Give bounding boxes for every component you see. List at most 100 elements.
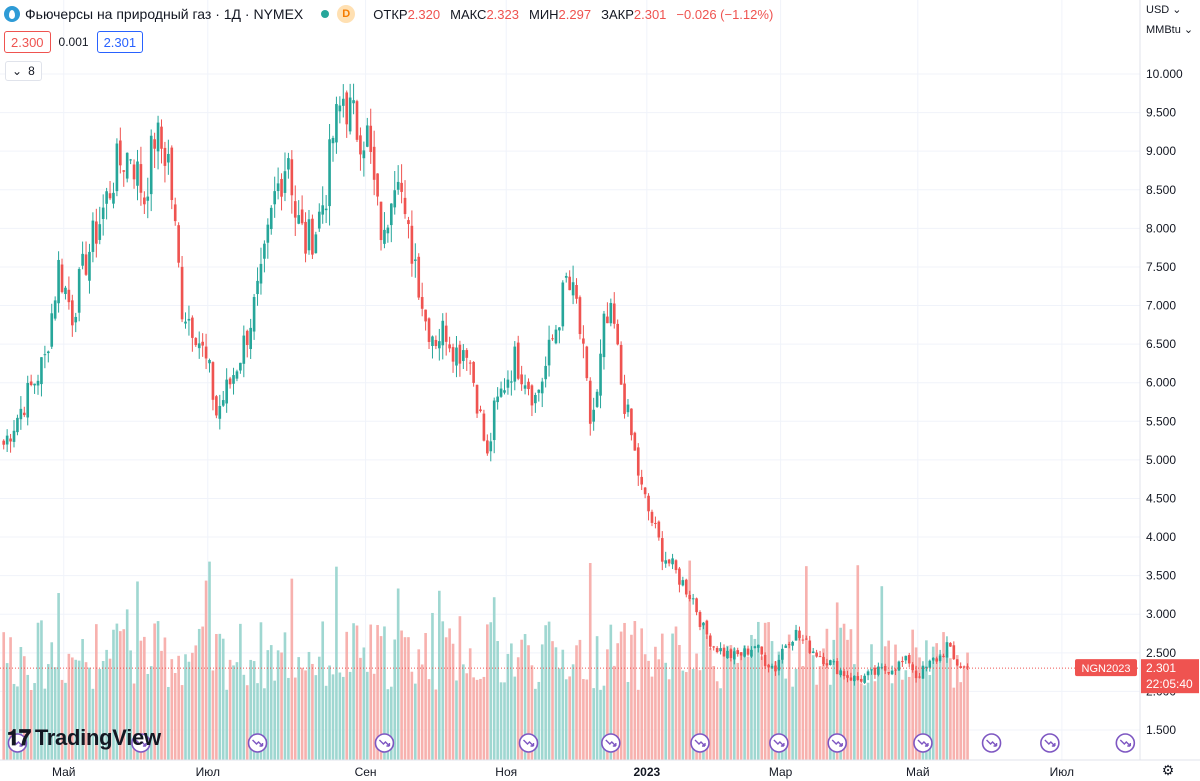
volume-bar [287, 677, 290, 760]
volume-bar [215, 634, 218, 760]
volume-bar [376, 625, 379, 760]
volume-bar [197, 628, 201, 760]
candle-body [523, 385, 527, 389]
candle-body [187, 318, 191, 321]
candle-body [211, 362, 215, 400]
candle-body [475, 384, 479, 414]
indicators-toggle-button[interactable]: ⌄ 8 [5, 61, 42, 81]
candle-body [808, 640, 812, 654]
event-marker-icon[interactable] [981, 733, 1002, 753]
candle-body [534, 394, 537, 404]
candle-body [143, 197, 146, 205]
volume-bar [815, 684, 818, 760]
volume-bar [921, 667, 925, 760]
volume-bar [945, 649, 949, 760]
volume-bar [599, 689, 602, 760]
volume-bar [444, 637, 448, 760]
candle-body [715, 648, 719, 653]
trend-arrow-icon [773, 739, 785, 747]
volume-bar [81, 639, 84, 760]
volume-bar [510, 643, 513, 760]
candle-body [197, 343, 201, 349]
candle-body [870, 669, 873, 671]
event-marker-icon[interactable] [247, 733, 268, 753]
volume-bar [290, 578, 294, 760]
candle-body [129, 159, 132, 161]
volume-bar [757, 621, 760, 760]
volume-bar [636, 689, 640, 760]
candle-body [551, 338, 554, 340]
unit-selector[interactable]: MMBtu ⌄ [1146, 24, 1194, 36]
candle-body [317, 211, 321, 229]
candle-body [167, 153, 170, 163]
event-marker-icon[interactable] [690, 733, 710, 753]
volume-bar [266, 650, 270, 760]
volume-bar [492, 597, 496, 760]
candle-body [376, 173, 379, 197]
event-marker-icon[interactable] [131, 733, 151, 753]
event-marker-icon[interactable] [374, 733, 395, 753]
buy-button[interactable]: 2.301 [96, 31, 144, 53]
chevron-down-icon: ⌄ [1183, 24, 1194, 36]
volume-bar [60, 679, 64, 760]
candle-body [95, 221, 98, 244]
event-marker-icon[interactable] [1115, 733, 1136, 753]
volume-bar [331, 674, 335, 760]
volume-bar [177, 655, 180, 760]
volume-bar [746, 656, 750, 760]
symbol-title[interactable]: Фьючерсы на природный газ · 1Д · NYMEX [25, 6, 304, 22]
volume-bar [53, 667, 57, 760]
volume-bar [242, 674, 246, 760]
candle-body [232, 375, 235, 384]
candle-body [386, 227, 390, 234]
candle-body [599, 353, 602, 396]
spread-value: 0.001 [58, 35, 89, 49]
candle-body [863, 675, 866, 683]
y-tick-label: 9.500 [1146, 106, 1176, 120]
candle-body [74, 316, 78, 323]
candle-body [753, 646, 757, 649]
volume-bar [537, 681, 541, 760]
currency-selector[interactable]: USD ⌄ [1146, 4, 1182, 16]
candle-body [712, 646, 716, 648]
volume-bar [414, 683, 417, 760]
close-value: 2.301 [633, 6, 667, 22]
candle-body [115, 143, 119, 192]
candle-body [252, 297, 256, 332]
candle-body [719, 648, 722, 652]
volume-bar [846, 639, 849, 760]
candle-body [369, 125, 373, 152]
event-marker-icon[interactable] [518, 733, 539, 753]
event-marker-icon[interactable] [1040, 733, 1060, 753]
candle-body [324, 208, 328, 211]
volume-bar [180, 685, 184, 760]
volume-bar [98, 668, 102, 760]
candle-body [16, 417, 19, 433]
indicators-count: 8 [28, 64, 35, 78]
chevron-down-icon: ⌄ [12, 64, 23, 78]
settings-gear-icon[interactable]: ⚙ [1161, 762, 1175, 778]
symbol-tag: NGN2023 [1082, 663, 1131, 675]
volume-bar [520, 639, 523, 760]
event-marker-icon[interactable] [827, 733, 848, 753]
volume-bar [829, 684, 832, 760]
candle-body [112, 192, 115, 204]
event-marker-icon[interactable] [601, 733, 621, 753]
candle-body [931, 657, 935, 661]
x-tick-label: Мар [769, 765, 793, 779]
x-tick-label: 2023 [633, 765, 660, 779]
open-label: ОТКР [373, 6, 408, 22]
volume-bar [949, 658, 952, 760]
volume-bar [781, 653, 784, 760]
tradingview-logo[interactable]: 𝟏𝟕 TradingView [7, 725, 161, 751]
volume-bar [345, 631, 349, 760]
event-marker-icon[interactable] [7, 733, 28, 753]
event-marker-icon[interactable] [913, 733, 933, 753]
candle-body [667, 559, 671, 564]
volume-bar [777, 651, 781, 760]
volume-bar [877, 666, 880, 760]
sell-button[interactable]: 2.300 [4, 31, 51, 53]
candle-body [815, 652, 818, 657]
event-marker-icon[interactable] [769, 733, 789, 753]
